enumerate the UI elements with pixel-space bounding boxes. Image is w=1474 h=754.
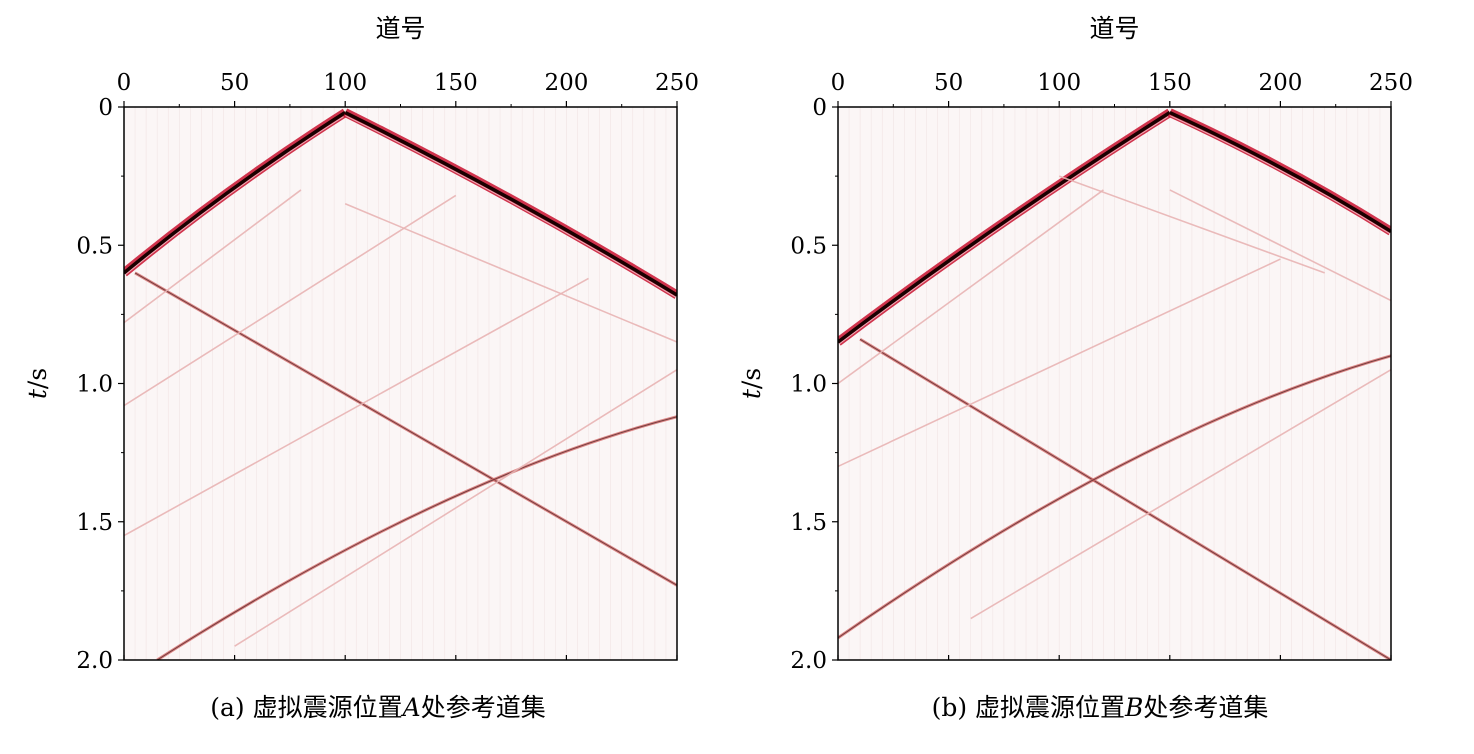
events-layer (838, 107, 1391, 660)
chart-panel-a: 0 50 100 150 200 250 0 0.5 1.0 1.5 2.0 道号 t/s (a) 虚拟震… (23, 14, 699, 722)
y-axis-title: t/s (23, 368, 52, 399)
y-axis-title: t/s (737, 368, 766, 399)
x-tick-label: 0 (117, 70, 132, 96)
panel-caption: (b) 虚拟震源位置B处参考道集 (932, 693, 1269, 722)
faint-event (1169, 189, 1391, 302)
y-axis-title-italic: t (737, 388, 766, 399)
y-tick-label: 0 (98, 95, 113, 121)
x-tick-label: 150 (434, 70, 478, 96)
x-tick-label: 50 (220, 70, 249, 96)
direct-wave-ring (344, 115, 677, 299)
x-tick-label: 0 (831, 70, 846, 96)
reflection-event-core (859, 338, 1391, 660)
direct-wave (838, 111, 1171, 344)
y-axis-title-unit: /s (23, 368, 52, 389)
x-tick-label: 200 (1258, 70, 1302, 96)
x-tick-label: 100 (1037, 70, 1081, 96)
faint-event (124, 189, 302, 324)
chart-panel-b: 0 50 100 150 200 250 0 0.5 1.0 1.5 2.0 道号 t/s (b) 虚拟震… (737, 14, 1413, 722)
caption-text: 虚拟震源位置 (253, 693, 403, 722)
faint-event (124, 277, 589, 537)
y-tick-label: 1.0 (76, 372, 113, 398)
faint-event (970, 368, 1391, 620)
caption-italic: A (401, 693, 421, 722)
y-tick-label: 0 (812, 95, 827, 121)
caption-suffix: 处参考道集 (1143, 693, 1268, 722)
direct-wave-ring (124, 115, 346, 277)
caption-italic: B (1124, 693, 1143, 722)
x-axis-title: 道号 (1089, 14, 1139, 43)
y-tick-label: 1.5 (76, 510, 113, 536)
faint-event (838, 258, 1281, 468)
reflection-event-core (838, 355, 1391, 639)
caption-label: (a) (210, 693, 252, 722)
direct-wave (1169, 110, 1391, 233)
x-tick-label: 100 (323, 70, 367, 96)
y-tick-label: 0.5 (790, 233, 827, 259)
y-tick-label: 2.0 (790, 648, 827, 674)
direct-wave-ring (1169, 115, 1391, 235)
faint-event (1058, 175, 1325, 274)
y-axis-title-unit: /s (737, 368, 766, 389)
reflection-event-core (134, 272, 677, 586)
faint-event (344, 203, 677, 343)
y-tick-label: 0.5 (76, 233, 113, 259)
faint-event (124, 194, 457, 407)
x-tick-label: 200 (544, 70, 588, 96)
caption-text: 虚拟震源位置 (975, 693, 1125, 722)
faint-event (838, 189, 1104, 385)
panel-caption: (a) 虚拟震源位置A处参考道集 (210, 693, 545, 722)
events-layer (124, 107, 677, 660)
y-tick-label: 2.0 (76, 648, 113, 674)
direct-wave (344, 110, 677, 297)
direct-wave-ring (838, 115, 1171, 346)
y-tick-label: 1.0 (790, 372, 827, 398)
direct-wave (124, 111, 347, 275)
y-tick-label: 1.5 (790, 510, 827, 536)
x-tick-label: 250 (655, 70, 699, 96)
y-axis-title-italic: t (23, 388, 52, 399)
faint-event (234, 368, 677, 647)
x-tick-label: 50 (934, 70, 963, 96)
x-tick-label: 250 (1369, 70, 1413, 96)
caption-label: (b) (932, 693, 975, 722)
caption-suffix: 处参考道集 (421, 693, 546, 722)
reflection-event-core (156, 416, 677, 660)
x-tick-label: 150 (1148, 70, 1192, 96)
x-axis-title: 道号 (375, 14, 425, 43)
